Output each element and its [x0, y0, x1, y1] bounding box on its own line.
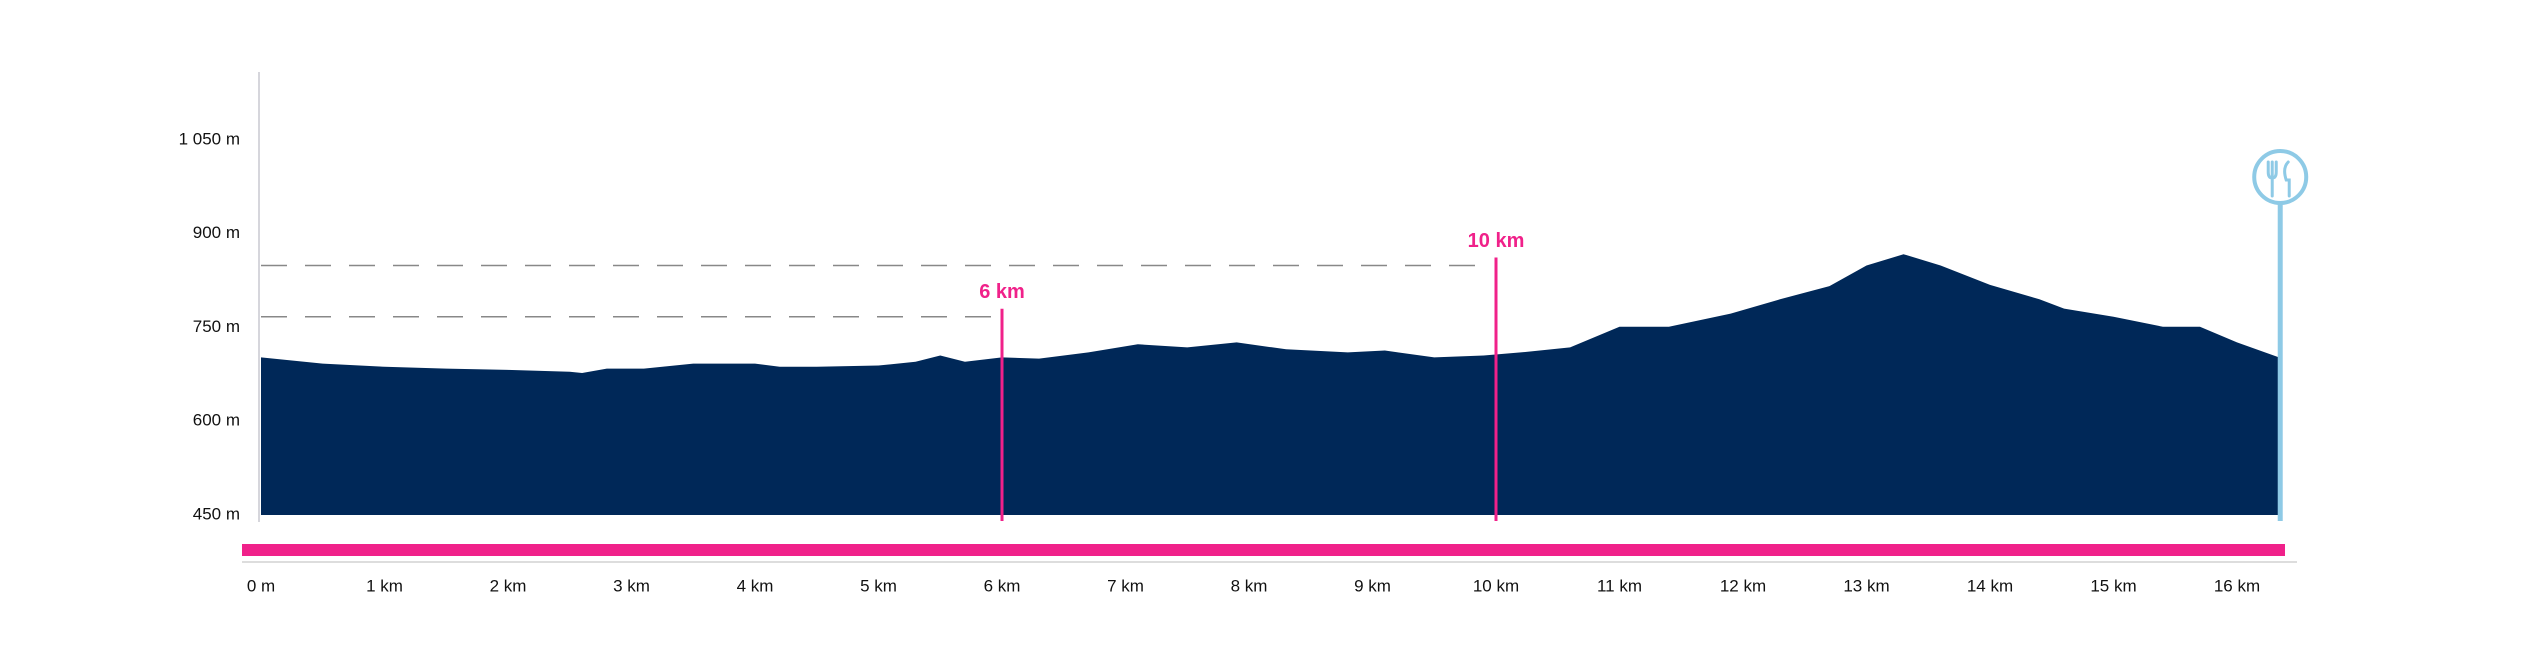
elevation-area: [261, 254, 2279, 515]
poi-icon: [2252, 149, 2309, 205]
x-tick-label: 8 km: [1231, 576, 1268, 595]
x-tick-label: 7 km: [1107, 576, 1144, 595]
x-tick-label: 15 km: [2090, 576, 2136, 595]
route-bar: [242, 544, 2285, 556]
x-tick-label: 2 km: [490, 576, 527, 595]
x-tick-label: 0 m: [247, 576, 275, 595]
x-tick-label: 4 km: [737, 576, 774, 595]
x-tick-label: 5 km: [860, 576, 897, 595]
marker-label: 6 km: [979, 281, 1025, 303]
x-tick-label: 1 km: [366, 576, 403, 595]
x-tick-label: 9 km: [1354, 576, 1391, 595]
x-tick-label: 12 km: [1720, 576, 1766, 595]
x-tick-label: 10 km: [1473, 576, 1519, 595]
x-tick-label: 11 km: [1597, 576, 1642, 595]
y-tick-label: 1 050 m: [179, 129, 240, 148]
marker-label: 10 km: [1468, 230, 1525, 252]
x-tick-label: 14 km: [1967, 576, 2013, 595]
x-tick-label: 16 km: [2214, 576, 2260, 595]
y-tick-label: 900 m: [193, 223, 240, 242]
y-tick-label: 750 m: [193, 317, 240, 336]
x-tick-label: 3 km: [613, 576, 650, 595]
y-tick-label: 450 m: [193, 504, 240, 523]
x-tick-label: 13 km: [1843, 576, 1889, 595]
fork-knife-icon: [2266, 160, 2291, 198]
x-tick-label: 6 km: [984, 576, 1021, 595]
y-tick-label: 600 m: [193, 411, 240, 430]
